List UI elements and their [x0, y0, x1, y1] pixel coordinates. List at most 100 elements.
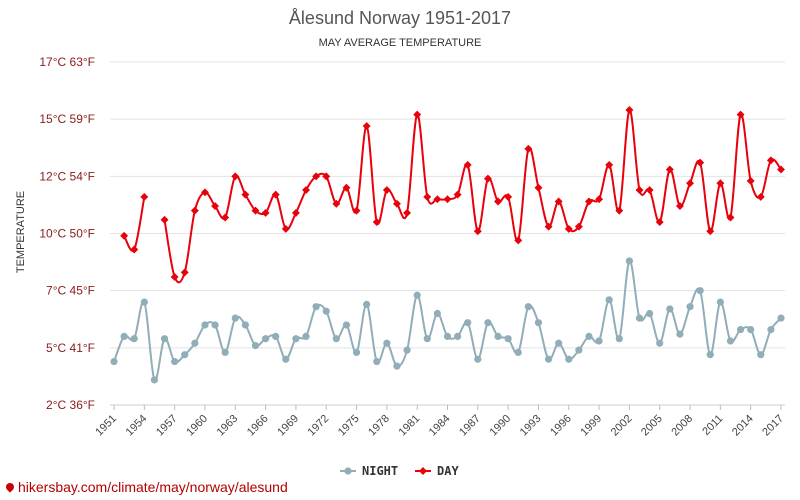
- data-point[interactable]: [251, 341, 260, 350]
- data-point[interactable]: [585, 332, 593, 340]
- data-point[interactable]: [656, 339, 664, 347]
- data-point[interactable]: [140, 298, 148, 306]
- data-point[interactable]: [160, 335, 169, 343]
- data-point[interactable]: [736, 325, 745, 334]
- data-point[interactable]: [766, 156, 775, 165]
- data-point[interactable]: [696, 287, 704, 295]
- data-point[interactable]: [555, 339, 563, 347]
- data-point[interactable]: [706, 351, 714, 359]
- data-point[interactable]: [696, 158, 705, 167]
- data-point[interactable]: [655, 218, 664, 227]
- data-point[interactable]: [261, 335, 270, 343]
- data-point[interactable]: [363, 300, 371, 308]
- data-point[interactable]: [504, 192, 513, 201]
- data-point[interactable]: [160, 215, 169, 224]
- data-point[interactable]: [241, 190, 250, 199]
- data-point[interactable]: [494, 332, 502, 340]
- legend-item-night[interactable]: NIGHT: [340, 464, 398, 478]
- data-point[interactable]: [261, 208, 270, 217]
- data-point[interactable]: [221, 348, 229, 357]
- data-point[interactable]: [251, 206, 260, 215]
- data-point[interactable]: [423, 192, 432, 201]
- data-point[interactable]: [706, 227, 715, 236]
- legend[interactable]: NIGHT DAY: [340, 464, 459, 478]
- data-point[interactable]: [211, 202, 220, 211]
- data-point[interactable]: [190, 206, 199, 215]
- data-point[interactable]: [180, 268, 189, 277]
- data-point[interactable]: [393, 199, 401, 208]
- data-point[interactable]: [403, 208, 412, 217]
- data-point[interactable]: [382, 186, 391, 195]
- data-point[interactable]: [140, 192, 149, 201]
- data-point[interactable]: [726, 337, 735, 345]
- data-point[interactable]: [585, 197, 593, 206]
- data-point[interactable]: [534, 183, 543, 192]
- data-point[interactable]: [777, 314, 785, 322]
- data-point[interactable]: [494, 197, 502, 206]
- data-point[interactable]: [372, 218, 381, 227]
- data-point[interactable]: [120, 332, 128, 340]
- data-point[interactable]: [221, 213, 230, 222]
- data-point[interactable]: [454, 332, 462, 340]
- data-point[interactable]: [281, 224, 290, 233]
- data-point[interactable]: [413, 291, 421, 299]
- data-point[interactable]: [150, 376, 159, 384]
- data-point[interactable]: [211, 321, 219, 329]
- data-point[interactable]: [383, 339, 391, 347]
- data-point[interactable]: [767, 325, 775, 334]
- data-point[interactable]: [686, 179, 695, 188]
- data-point[interactable]: [302, 186, 310, 195]
- data-point[interactable]: [342, 183, 351, 192]
- data-point[interactable]: [130, 245, 139, 254]
- data-point[interactable]: [352, 348, 361, 357]
- data-point[interactable]: [615, 206, 624, 215]
- data-point[interactable]: [433, 195, 442, 204]
- data-point[interactable]: [635, 186, 644, 195]
- data-point[interactable]: [332, 199, 341, 208]
- data-point[interactable]: [757, 351, 765, 359]
- data-point[interactable]: [605, 296, 613, 304]
- data-point[interactable]: [716, 179, 725, 188]
- data-point[interactable]: [756, 192, 765, 201]
- data-point[interactable]: [473, 227, 482, 236]
- data-point[interactable]: [322, 307, 330, 315]
- data-point[interactable]: [453, 190, 462, 199]
- data-point[interactable]: [130, 335, 138, 343]
- data-point[interactable]: [271, 190, 280, 199]
- data-point[interactable]: [181, 351, 189, 359]
- data-point[interactable]: [443, 332, 452, 340]
- data-point[interactable]: [423, 335, 431, 343]
- data-point[interactable]: [534, 319, 543, 327]
- data-point[interactable]: [272, 332, 280, 340]
- data-point[interactable]: [443, 195, 452, 204]
- data-point[interactable]: [312, 303, 320, 311]
- footer-link[interactable]: hikersbay.com/climate/may/norway/alesund: [4, 479, 288, 495]
- data-point[interactable]: [676, 330, 684, 338]
- data-point[interactable]: [393, 362, 401, 370]
- data-point[interactable]: [282, 355, 290, 363]
- data-point[interactable]: [302, 332, 310, 340]
- data-point[interactable]: [200, 188, 209, 197]
- data-point[interactable]: [675, 202, 684, 211]
- data-point[interactable]: [484, 319, 492, 327]
- data-point[interactable]: [433, 309, 441, 318]
- data-point[interactable]: [292, 335, 300, 343]
- data-point[interactable]: [464, 319, 472, 327]
- data-point[interactable]: [120, 231, 129, 240]
- data-point[interactable]: [544, 222, 553, 231]
- data-point[interactable]: [595, 195, 604, 204]
- data-point[interactable]: [373, 357, 381, 366]
- data-point[interactable]: [332, 335, 340, 343]
- data-point[interactable]: [747, 325, 755, 334]
- data-point[interactable]: [625, 106, 634, 114]
- data-point[interactable]: [554, 197, 563, 206]
- data-point[interactable]: [191, 339, 199, 347]
- data-point[interactable]: [342, 321, 351, 329]
- data-point[interactable]: [413, 110, 422, 119]
- data-point[interactable]: [171, 357, 179, 366]
- data-point[interactable]: [575, 346, 583, 354]
- data-point[interactable]: [241, 321, 249, 329]
- data-point[interactable]: [565, 355, 573, 363]
- data-point[interactable]: [574, 222, 583, 231]
- data-point[interactable]: [564, 224, 573, 233]
